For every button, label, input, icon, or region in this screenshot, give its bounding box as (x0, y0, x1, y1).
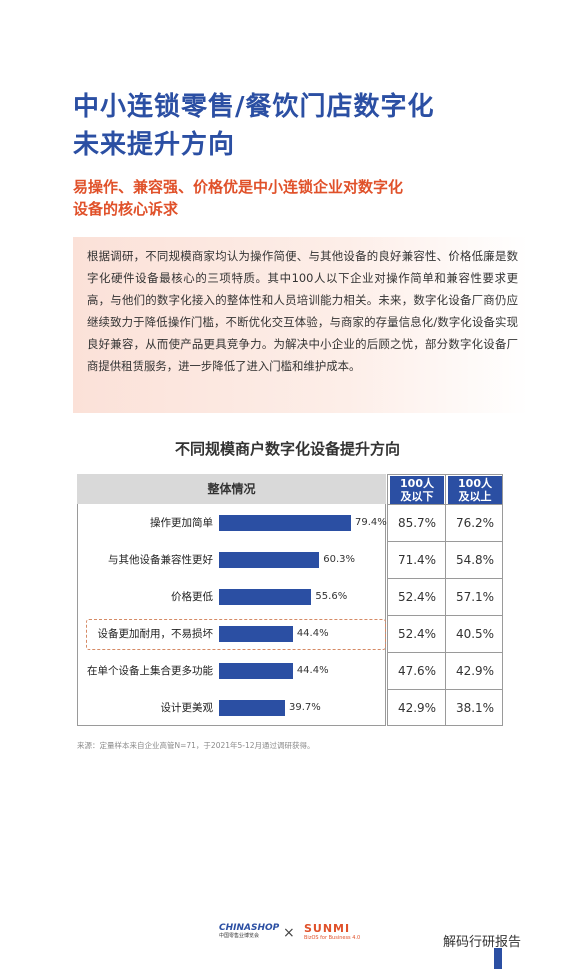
row-divider (387, 578, 503, 579)
bar-value-label: 55.6% (315, 590, 348, 602)
col1-cell: 47.6% (397, 663, 437, 678)
bar (219, 588, 312, 605)
bar (219, 514, 351, 531)
chinashop-brand-a: CHINA (219, 923, 251, 933)
category-label: 操作更加简单 (150, 516, 213, 529)
bar (219, 625, 293, 642)
sunmi-sub: BizOS for Business 4.0 (304, 935, 361, 941)
col1-header-line1: 100人 (400, 477, 434, 490)
highlight-frame (86, 619, 386, 650)
chinashop-brand: CHINASHOP (219, 923, 279, 933)
col1-header-line2: 及以下 (400, 490, 434, 503)
page-subtitle-line2: 设备的核心诉求 (73, 200, 179, 218)
bar-value-label: 44.4% (296, 627, 329, 639)
col2-header-line2: 及以上 (458, 490, 492, 503)
col2-header-line1: 100人 (458, 477, 492, 490)
col1-cell: 42.9% (397, 700, 437, 715)
category-label: 在单个设备上集合更多功能 (87, 664, 213, 677)
chinashop-brand-b: SHOP (250, 923, 280, 933)
header-divider (387, 504, 503, 505)
watermark-text: 解码行研报告 (443, 935, 522, 950)
col2-cell: 42.9% (455, 663, 495, 678)
bar-value-label: 79.4% (355, 516, 387, 528)
bar (219, 662, 293, 679)
category-label: 价格更低 (171, 590, 213, 603)
col1-cell: 85.7% (397, 515, 437, 530)
intro-text: 根据调研，不同规模商家均认为操作简便、与其他设备的良好兼容性、价格低廉是数字化硬… (87, 249, 518, 373)
row-divider (387, 689, 503, 690)
row-divider (387, 652, 503, 653)
page-subtitle-line1: 易操作、兼容强、价格优是中小连锁企业对数字化 (73, 178, 404, 196)
chinashop-logo: CHINASHOP 中国零售业博览会 (219, 923, 279, 940)
column-divider (445, 474, 446, 726)
page-title: 中小连锁零售/餐饮门店数字化 未来提升方向 (73, 88, 435, 164)
col1-cell: 52.4% (397, 589, 437, 604)
col2-cell: 38.1% (455, 700, 495, 715)
category-label: 设计更美观 (160, 701, 214, 714)
source-note: 来源：定量样本来自企业高管N=71，于2021年5-12月通过调研获得。 (77, 741, 315, 750)
bar-value-label: 60.3% (323, 553, 356, 565)
category-label: 与其他设备兼容性更好 (108, 553, 213, 566)
overall-header: 整体情况 (77, 474, 386, 504)
corner-accent (494, 948, 502, 969)
bar-value-label: 39.7% (289, 701, 321, 713)
page-subtitle: 易操作、兼容强、价格优是中小连锁企业对数字化 设备的核心诉求 (73, 176, 403, 220)
bar (219, 551, 320, 568)
bar-value-label: 44.4% (296, 664, 329, 676)
chart-title: 不同规模商户数字化设备提升方向 (174, 440, 400, 458)
category-label: 设备更加耐用，不易损坏 (97, 627, 214, 640)
col1-cell: 71.4% (397, 552, 437, 567)
intro-box: 根据调研，不同规模商家均认为操作简便、与其他设备的良好兼容性、价格低廉是数字化硬… (73, 237, 528, 413)
row-divider (387, 615, 503, 616)
col1-cell: 52.4% (397, 626, 437, 641)
page-title-line1: 中小连锁零售/餐饮门店数字化 (73, 92, 435, 122)
col1-header: 100人 及以下 (390, 476, 444, 504)
col2-cell: 76.2% (455, 515, 495, 530)
page-title-line2: 未来提升方向 (73, 130, 236, 160)
chinashop-sub: 中国零售业博览会 (219, 933, 260, 939)
row-divider (387, 541, 503, 542)
col2-cell: 40.5% (455, 626, 495, 641)
sunmi-logo: SUNMI BizOS for Business 4.0 (304, 923, 360, 942)
bar (219, 699, 285, 716)
col2-cell: 57.1% (455, 589, 495, 604)
col2-cell: 54.8% (455, 552, 495, 567)
times-sign: × (283, 925, 295, 941)
col2-header: 100人 及以上 (448, 476, 502, 504)
sunmi-brand: SUNMI (304, 922, 351, 935)
